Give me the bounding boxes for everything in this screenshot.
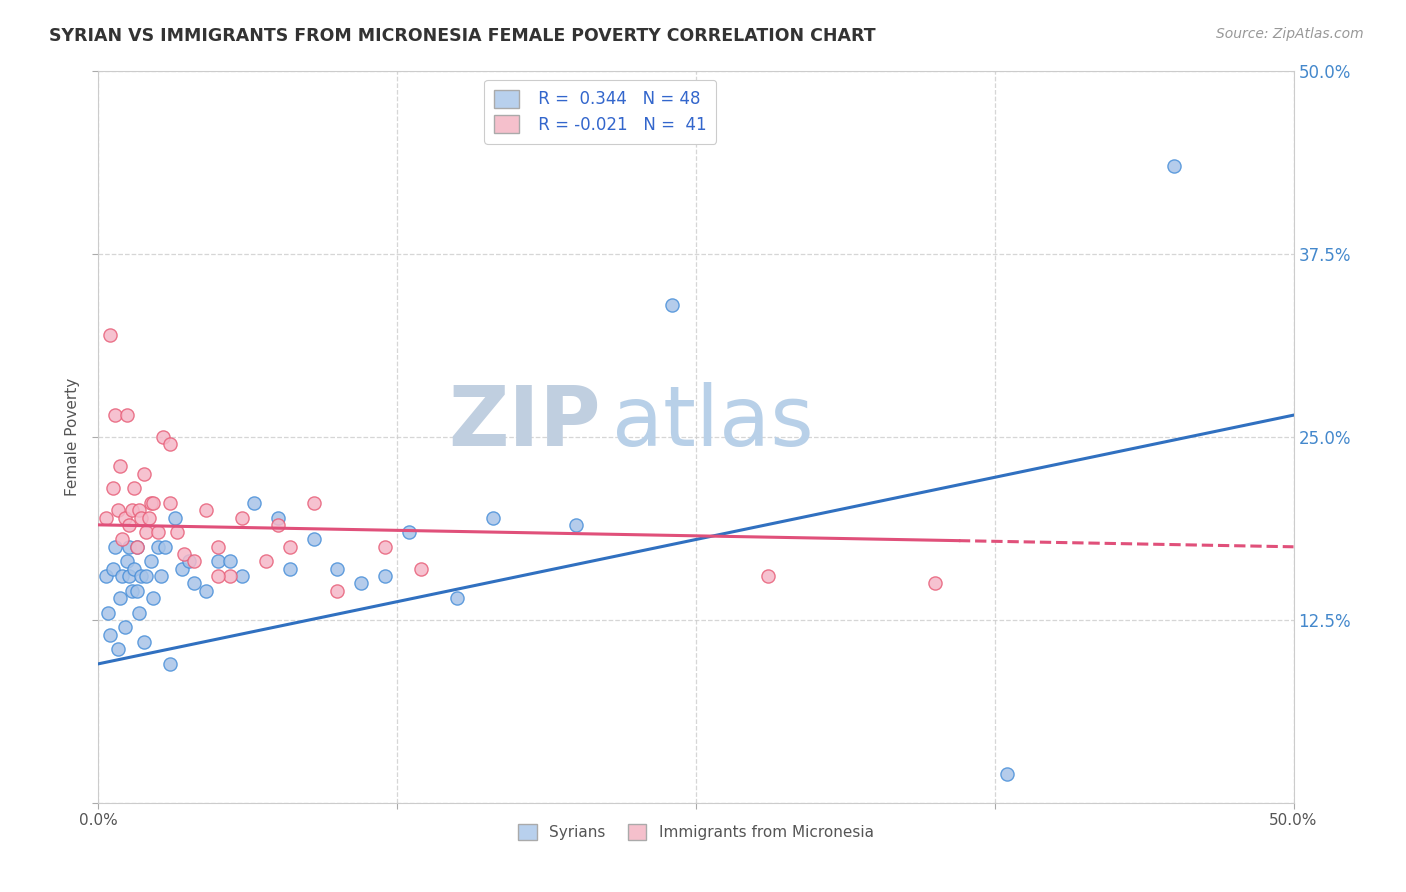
Point	[159, 496, 181, 510]
Point	[183, 554, 205, 568]
Point	[98, 627, 122, 641]
Point	[108, 591, 131, 605]
Point	[124, 481, 146, 495]
Point	[107, 642, 129, 657]
Point	[207, 540, 229, 554]
Point	[135, 525, 157, 540]
Point	[278, 562, 301, 576]
Point	[231, 510, 253, 524]
Point	[125, 583, 148, 598]
Point	[207, 554, 229, 568]
Point	[326, 562, 349, 576]
Point	[172, 562, 194, 576]
Point	[139, 496, 162, 510]
Legend: Syrians, Immigrants from Micronesia: Syrians, Immigrants from Micronesia	[512, 818, 880, 847]
Point	[142, 591, 165, 605]
Point	[398, 525, 420, 540]
Point	[104, 540, 127, 554]
Point	[756, 569, 779, 583]
Y-axis label: Female Poverty: Female Poverty	[65, 378, 80, 496]
Point	[278, 540, 301, 554]
Text: SYRIAN VS IMMIGRANTS FROM MICRONESIA FEMALE POVERTY CORRELATION CHART: SYRIAN VS IMMIGRANTS FROM MICRONESIA FEM…	[49, 27, 876, 45]
Point	[115, 554, 138, 568]
Point	[302, 496, 325, 510]
Point	[995, 766, 1018, 780]
Point	[446, 591, 468, 605]
Point	[124, 562, 146, 576]
Text: atlas: atlas	[613, 382, 814, 463]
Point	[231, 569, 253, 583]
Point	[661, 298, 683, 312]
Point	[166, 525, 188, 540]
Point	[195, 583, 218, 598]
Point	[152, 430, 174, 444]
Point	[326, 583, 349, 598]
Point	[411, 562, 433, 576]
Point	[219, 569, 242, 583]
Point	[195, 503, 218, 517]
Point	[1163, 160, 1185, 174]
Point	[135, 569, 157, 583]
Point	[163, 510, 186, 524]
Point	[131, 569, 153, 583]
Point	[207, 569, 229, 583]
Point	[155, 540, 177, 554]
Point	[98, 327, 122, 342]
Point	[179, 554, 201, 568]
Point	[104, 408, 127, 422]
Point	[114, 620, 136, 634]
Point	[302, 533, 325, 547]
Point	[125, 540, 148, 554]
Point	[219, 554, 242, 568]
Point	[118, 517, 141, 532]
Point	[118, 540, 141, 554]
Point	[101, 562, 124, 576]
Point	[111, 569, 134, 583]
Point	[101, 481, 124, 495]
Point	[149, 569, 172, 583]
Point	[148, 540, 170, 554]
Point	[138, 510, 160, 524]
Text: Source: ZipAtlas.com: Source: ZipAtlas.com	[1216, 27, 1364, 41]
Point	[131, 510, 153, 524]
Point	[132, 467, 155, 481]
Point	[565, 517, 588, 532]
Point	[107, 503, 129, 517]
Point	[97, 606, 120, 620]
Point	[243, 496, 266, 510]
Point	[118, 569, 141, 583]
Point	[115, 408, 138, 422]
Text: ZIP: ZIP	[449, 382, 600, 463]
Point	[132, 635, 155, 649]
Point	[128, 503, 150, 517]
Point	[94, 510, 117, 524]
Point	[254, 554, 277, 568]
Point	[139, 554, 162, 568]
Point	[128, 606, 150, 620]
Point	[148, 525, 170, 540]
Point	[159, 437, 181, 451]
Point	[121, 503, 143, 517]
Point	[183, 576, 205, 591]
Point	[481, 510, 505, 524]
Point	[350, 576, 373, 591]
Point	[142, 496, 165, 510]
Point	[114, 510, 136, 524]
Point	[374, 540, 396, 554]
Point	[121, 583, 143, 598]
Point	[267, 510, 290, 524]
Point	[111, 533, 134, 547]
Point	[267, 517, 290, 532]
Point	[94, 569, 117, 583]
Point	[108, 459, 131, 474]
Point	[159, 657, 181, 671]
Point	[125, 540, 148, 554]
Point	[374, 569, 396, 583]
Point	[173, 547, 195, 561]
Point	[924, 576, 946, 591]
